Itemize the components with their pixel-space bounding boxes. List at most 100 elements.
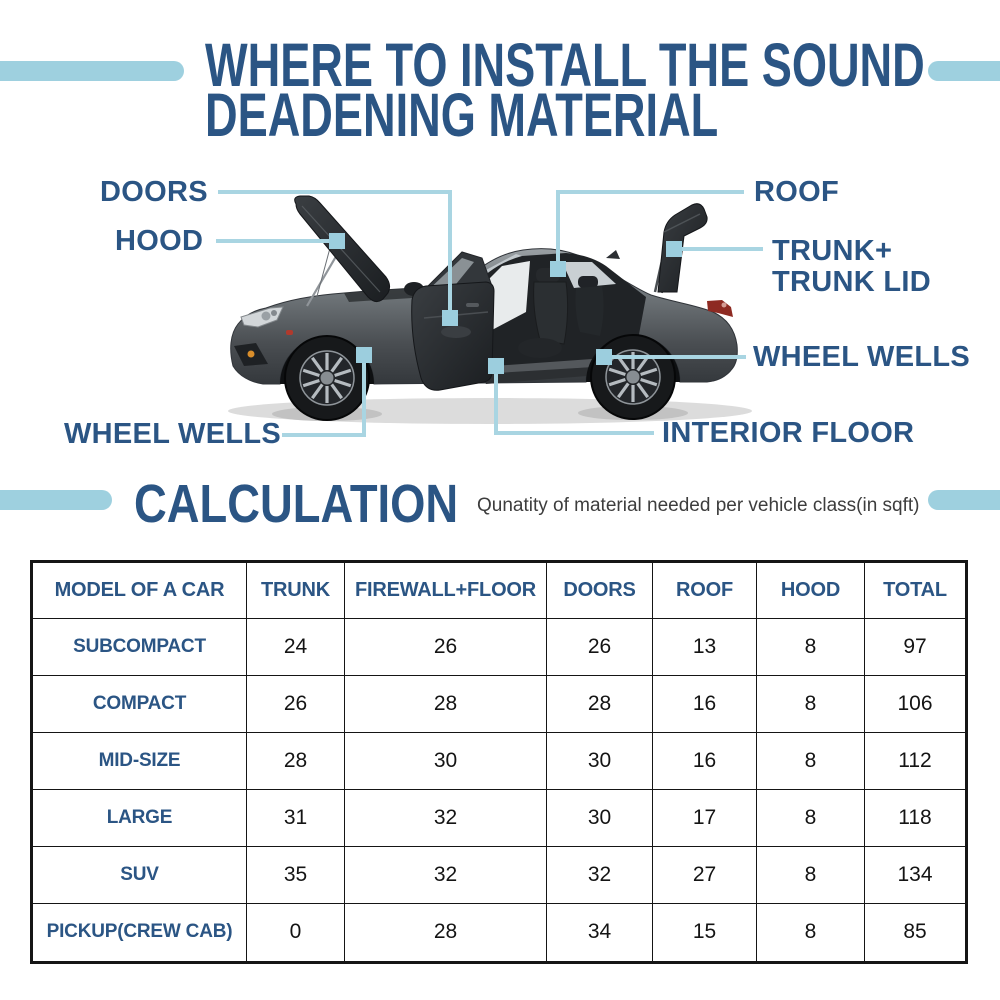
header-firewall-floor: FIREWALL+FLOOR [344,561,547,619]
cell-doors: 26 [546,618,653,676]
header-roof: ROOF [652,561,757,619]
cell-firewall-floor: 32 [344,788,547,847]
leader-line-doors [218,190,452,311]
table-header-row: MODEL OF A CAR TRUNK FIREWALL+FLOOR DOOR… [31,561,967,619]
label-trunk-line2: TRUNK LID [772,266,931,298]
label-roof: ROOF [754,176,839,208]
header-model: MODEL OF A CAR [31,561,247,619]
table-row: LARGE 31 32 30 17 8 118 [31,788,967,847]
cell-trunk: 24 [246,618,345,676]
cell-total: 112 [864,731,967,790]
leader-line-wheel-wells-left [282,362,366,437]
table-row: COMPACT 26 28 28 16 8 106 [31,674,967,733]
car-seats [518,268,604,358]
table-row: SUV 35 32 32 27 8 134 [31,845,967,904]
page-title: WHERE TO INSTALL THE SOUND DEADENING MAT… [205,31,925,149]
fog-light [247,350,255,358]
cell-total: 85 [864,902,967,964]
marker-wheel-wells-right [596,349,612,365]
decor-bar-calc-left [0,490,112,510]
leader-markers [329,233,682,374]
cell-firewall-floor: 32 [344,845,547,904]
row-model: SUV [31,845,247,904]
cell-hood: 8 [756,674,865,733]
header-hood: HOOD [756,561,865,619]
rocker-shadow [480,366,612,384]
table-row: MID-SIZE 28 30 30 16 8 112 [31,731,967,790]
cell-firewall-floor: 26 [344,618,547,676]
cell-firewall-floor: 28 [344,674,547,733]
cell-roof: 15 [652,902,757,964]
cell-total: 106 [864,674,967,733]
tail-light [707,300,733,317]
cell-hood: 8 [756,618,865,676]
row-model: COMPACT [31,674,247,733]
cell-total: 97 [864,618,967,676]
label-hood: HOOD [115,225,204,257]
cell-trunk: 35 [246,845,345,904]
cell-roof: 16 [652,674,757,733]
car-illustration [216,190,763,437]
decor-bar-top-right [928,61,1000,81]
cell-roof: 17 [652,788,757,847]
door-sill [494,358,608,374]
cell-doors: 32 [546,845,653,904]
headlight [240,306,284,328]
cell-trunk: 28 [246,731,345,790]
decor-bar-calc-right [928,490,1000,510]
cell-roof: 27 [652,845,757,904]
header-total: TOTAL [864,561,967,619]
row-model: PICKUP(CREW CAB) [31,902,247,964]
leader-line-interior-floor [494,373,654,435]
header-trunk: TRUNK [246,561,345,619]
cell-trunk: 0 [246,902,345,964]
cell-trunk: 31 [246,788,345,847]
decor-bar-top-left [0,61,184,81]
cell-hood: 8 [756,731,865,790]
quarter-window [562,262,616,288]
marker-roof [550,261,566,277]
label-trunk: TRUNK+ TRUNK LID [772,236,931,298]
leader-lines [216,190,763,437]
cell-doors: 34 [546,902,653,964]
cell-doors: 28 [546,674,653,733]
marker-doors [442,310,458,326]
cell-total: 118 [864,788,967,847]
material-quantity-table: MODEL OF A CAR TRUNK FIREWALL+FLOOR DOOR… [30,560,968,964]
rear-wheel [590,334,676,420]
cell-hood: 8 [756,902,865,964]
side-marker [286,330,293,335]
marker-hood [329,233,345,249]
label-wheel-wells-right: WHEEL WELLS [753,341,971,373]
header-doors: DOORS [546,561,653,619]
label-interior-floor: INTERIOR FLOOR [662,417,915,449]
cell-firewall-floor: 28 [344,902,547,964]
car-hood-open [294,195,391,307]
leader-line-roof [556,190,744,262]
marker-interior-floor [488,358,504,374]
front-wheel [284,335,370,421]
cell-roof: 16 [652,731,757,790]
cell-roof: 13 [652,618,757,676]
cell-trunk: 26 [246,674,345,733]
cell-firewall-floor: 30 [344,731,547,790]
row-model: SUBCOMPACT [31,618,247,676]
table-row: PICKUP(CREW CAB) 0 28 34 15 8 85 [31,902,967,964]
marker-trunk [666,241,682,257]
row-model: LARGE [31,788,247,847]
page-title-line1: WHERE TO INSTALL THE SOUND [205,31,925,99]
cell-hood: 8 [756,845,865,904]
cell-doors: 30 [546,788,653,847]
cabin-interior [470,253,646,384]
marker-wheel-wells-left [356,347,372,363]
cell-hood: 8 [756,788,865,847]
table-row: SUBCOMPACT 24 26 26 13 8 97 [31,618,967,676]
page-title-line2: DEADENING MATERIAL [205,81,719,149]
calculation-subtitle: Qunatity of material needed per vehicle … [477,495,920,516]
label-doors: DOORS [100,176,208,208]
cell-doors: 30 [546,731,653,790]
cell-total: 134 [864,845,967,904]
roof-antenna [606,250,620,259]
calculation-heading: CALCULATION [134,474,459,534]
